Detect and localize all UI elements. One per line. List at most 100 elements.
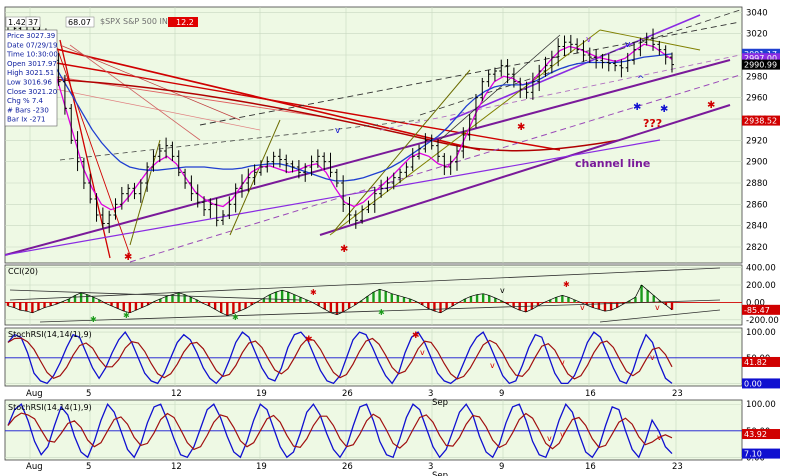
info-row: # Bars -230 [7, 106, 49, 114]
date-label: 23 [672, 389, 683, 399]
cci-tick-label: 0.00 [746, 298, 765, 308]
stoch-signal-line [7, 412, 673, 451]
svg-text:v: v [625, 40, 631, 50]
svg-text:v: v [490, 361, 495, 370]
info-row: High 3021.51 [7, 69, 54, 77]
cci-badge-label: -85.47 [744, 306, 770, 315]
cci-axis: 400.00 200.00 0.00 -200.00-85.47 [742, 264, 780, 326]
channel-line-annotation: channel line [575, 157, 650, 170]
svg-text:✱: ✱ [707, 100, 715, 111]
stochrsi-2-label: StochRSI(14,14(1),9) [8, 403, 92, 412]
stochrsi-panel-2 [4, 399, 743, 461]
stoch-badge-red [742, 356, 780, 367]
price-tick-label: 2900 [746, 158, 768, 168]
stoch-signal-line [7, 337, 673, 380]
svg-text:v: v [500, 286, 505, 295]
svg-text:v: v [655, 303, 660, 312]
trend-lines [5, 9, 741, 263]
stoch-fast-line [7, 402, 673, 459]
cci-tick-label: 200.00 [746, 281, 776, 291]
price-badge [742, 115, 780, 126]
stoch-badge-blue-label: 7.10 [744, 450, 762, 459]
price-tick-label: 3040 [746, 8, 768, 18]
cci-trend-lines [9, 267, 721, 323]
stoch-badge-blue-label: 0.00 [744, 379, 762, 388]
question-annotation: ??? [643, 117, 662, 130]
info-row: Bar Ix -271 [7, 116, 46, 124]
svg-text:v: v [560, 358, 565, 367]
date-label: 9 [499, 389, 504, 399]
date-label: 5 [86, 389, 91, 399]
svg-text:v: v [560, 430, 565, 439]
date-label: 19 [256, 462, 267, 472]
price-tick-label: 2840 [746, 222, 768, 232]
date-label: 16 [585, 462, 596, 472]
stochrsi-panel-1 [4, 327, 743, 387]
price-tick-label: 3020 [746, 30, 768, 40]
stoch-tick-label: 100.00 [746, 328, 776, 338]
info-row: Chg % 7.4 [7, 97, 44, 105]
svg-text:✱: ✱ [378, 308, 385, 317]
stoch-tick-label: 100.00 [746, 400, 776, 410]
info-row: Time 10:30:00 [6, 51, 58, 59]
cci-label: CCI(20) [8, 267, 38, 276]
price-tick-label: 2880 [746, 179, 768, 189]
stoch-fast-line [7, 331, 673, 385]
date-label: 19 [256, 389, 267, 399]
cci-tick-label: 400.00 [746, 264, 776, 274]
title-bar: 1.42 37 68.07 $SPX S&P 500 INDEX 12.2 [5, 16, 198, 28]
info-row: Close 3021.20 [7, 88, 57, 96]
svg-text:v: v [547, 434, 552, 443]
header-value-2: 37 [28, 18, 38, 27]
price-badge-label: 2938.52 [744, 117, 777, 126]
date-label: 26 [342, 462, 353, 472]
svg-text:v: v [650, 353, 655, 362]
header-value-1: 1.42 [8, 18, 26, 27]
header-value-3: 68.07 [68, 18, 91, 27]
stoch-badge-blue [742, 378, 780, 389]
svg-text:✱: ✱ [90, 315, 97, 324]
svg-text:v: v [586, 35, 592, 45]
date-axis-1: Aug 5 12 19 26 3 9 16 23 Sep [26, 389, 683, 408]
svg-text:✱: ✱ [412, 331, 420, 341]
svg-text:✱: ✱ [310, 288, 317, 297]
svg-text:^: ^ [637, 75, 645, 85]
date-label: 12 [171, 462, 182, 472]
header-value-4: 12.2 [176, 18, 194, 27]
date-label: 3 [428, 462, 433, 472]
price-badge-label: 2997.00 [744, 54, 777, 63]
svg-text:✱: ✱ [124, 252, 132, 263]
overlay-line-2 [7, 41, 673, 182]
svg-text:✱: ✱ [517, 122, 525, 133]
info-box-frame [4, 29, 58, 127]
info-row: Date 07/29/19 [7, 41, 57, 49]
chart-title: $SPX S&P 500 INDEX [100, 17, 185, 26]
stoch-badge-blue [742, 448, 780, 459]
price-tick-label: 2960 [746, 94, 768, 104]
svg-text:v: v [335, 126, 341, 136]
svg-text:✱: ✱ [232, 313, 239, 322]
price-badge [742, 53, 780, 64]
date-axis-2: Aug 5 12 19 26 3 9 16 23 Sep [26, 462, 683, 476]
month-label: Sep [432, 398, 448, 408]
svg-text:✱: ✱ [123, 311, 130, 320]
svg-text:v: v [657, 433, 662, 442]
info-row: Open 3017.97 [7, 60, 57, 68]
svg-text:✱: ✱ [305, 335, 313, 345]
signal-markers: ✱ ✱ ✱ ✱ ✱ ✱ v v v ^ ✱ ✱ ✱ ✱ ✱ ✱ v ✱ ✱ v … [90, 35, 715, 443]
date-label: 9 [499, 462, 504, 472]
date-label: 16 [585, 389, 596, 399]
price-tick-label: 2980 [746, 72, 768, 82]
date-label: Aug [26, 462, 43, 472]
price-tick-label: 2820 [746, 243, 768, 253]
date-label: 3 [428, 389, 433, 399]
cci-line [7, 284, 673, 316]
price-tick-label: 2920 [746, 136, 768, 146]
info-row: Price 3027.39 [7, 32, 55, 40]
svg-text:✱: ✱ [340, 244, 348, 255]
